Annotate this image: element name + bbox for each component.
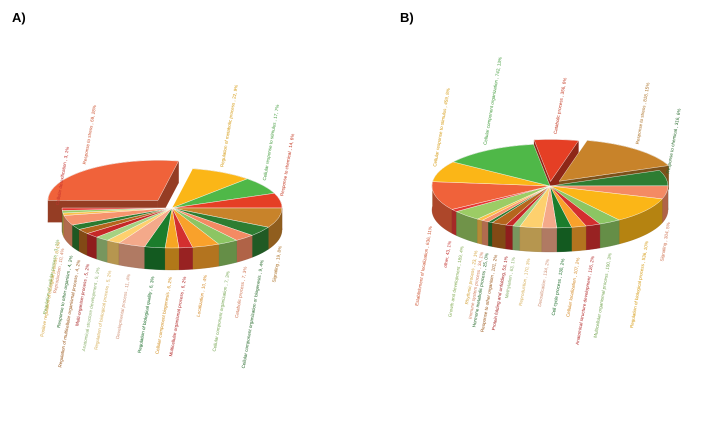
pie-slice xyxy=(549,185,663,221)
pie-slice xyxy=(558,140,670,182)
pie-slice-side xyxy=(78,229,88,256)
pie-slice xyxy=(47,160,179,201)
pie-slice-label: Response to stress , 69, 28% xyxy=(82,105,97,165)
pie-slice-side xyxy=(164,247,180,271)
pie-slice-label: Regulation of biological process , 536, … xyxy=(629,241,649,329)
panel-a-label: A) xyxy=(12,10,26,25)
pie-slice-label: Cellular localization , 107, 2% xyxy=(565,257,580,317)
pie-slice-label: Cellular response to stimulus , 17, 7% xyxy=(262,104,280,181)
pie-slice-side xyxy=(451,209,457,236)
pie-slice-cut-face xyxy=(157,161,179,223)
pie-slice-label: Multicellular organismal process , 190, … xyxy=(593,253,613,339)
pie-slice-label: Response to chemical , 14, 6% xyxy=(279,133,295,196)
pie-slice-side xyxy=(585,223,601,251)
pie-slice-side xyxy=(505,224,513,251)
pie-slice-side xyxy=(192,244,219,270)
pie-slice-side xyxy=(482,220,489,247)
pie-slice-side xyxy=(118,242,145,269)
pie-top-faces xyxy=(47,160,283,249)
pie-labels: Catabolic process , 356, 6% Response to s… xyxy=(414,57,682,346)
pie-slice-label: Regulation of metabolic process , 22, 9% xyxy=(219,84,238,167)
pie-slice-side xyxy=(87,233,97,260)
pie-slice xyxy=(452,144,551,187)
pie-slice-label: Response to chemical , 316, 6% xyxy=(665,108,681,174)
pie-slice-label: Signaling , 304, 5% xyxy=(659,222,671,262)
pie-slice-side xyxy=(541,227,557,253)
pie-slice-side xyxy=(556,227,572,253)
pie-slice-label: Catabolic process , 356, 6% xyxy=(553,77,568,134)
pie-slice-label: Catabolic process , 7, 3% xyxy=(234,266,248,318)
pie-slice-side xyxy=(571,225,587,252)
pie-slice-side xyxy=(107,240,120,266)
pie-slice-side xyxy=(599,219,620,249)
pie-slice-label: Signaling , 19, 8% xyxy=(271,246,282,283)
pie-slice-label: other, 43, 1% xyxy=(443,241,453,269)
pie-slice-label: Developmental process , 11, 4% xyxy=(115,274,131,340)
panel-b-label: B) xyxy=(400,10,414,25)
pie-slice-label: Cell cycle process , 130, 2% xyxy=(551,258,566,316)
pie-top-faces xyxy=(431,139,670,229)
pie-slice xyxy=(61,207,173,211)
pie-slice-side xyxy=(178,247,193,271)
pie-slice-side xyxy=(477,218,483,245)
pie-slice-side xyxy=(488,221,493,247)
pie-slice-label: Regulation of biological quality , 6, 3% xyxy=(137,276,155,353)
pie-slice-label: Establishment of localization , 636, 11% xyxy=(414,226,433,307)
pie-slice xyxy=(431,181,551,210)
pie-slice-side xyxy=(218,240,237,267)
pie-a: Response to stress , 69, 28% Regulation o… xyxy=(39,84,295,368)
pie-slice-label: Cellular component organization , 742, 1… xyxy=(482,57,502,146)
pie-slice-side xyxy=(512,225,520,251)
pie-slice-side xyxy=(492,222,506,250)
pie-slice-label: Cellular component organization , 7, 3% xyxy=(212,271,231,352)
pie-slice-side xyxy=(62,212,65,238)
pie-slice-label: Response to stress , 818, 15% xyxy=(635,82,651,144)
pie-slice-label: Growth and development , 189, 4% xyxy=(447,246,464,318)
pie-slice-side xyxy=(96,236,108,263)
pie-slice-label: Reproduction , 170, 3% xyxy=(518,258,531,306)
pie-b: Catabolic process , 356, 6% Response to s… xyxy=(414,57,682,346)
pie-slice-side xyxy=(144,246,166,271)
pie-slice-label: Localization , 10, 4% xyxy=(196,275,208,318)
pie-slice xyxy=(533,139,579,182)
pie-slice-side xyxy=(519,226,543,253)
pie-slice-label: Cellular response to stimulus , 459, 8% xyxy=(432,88,451,167)
pie-slice-label: Detoxification , 134, 2% xyxy=(537,259,550,307)
